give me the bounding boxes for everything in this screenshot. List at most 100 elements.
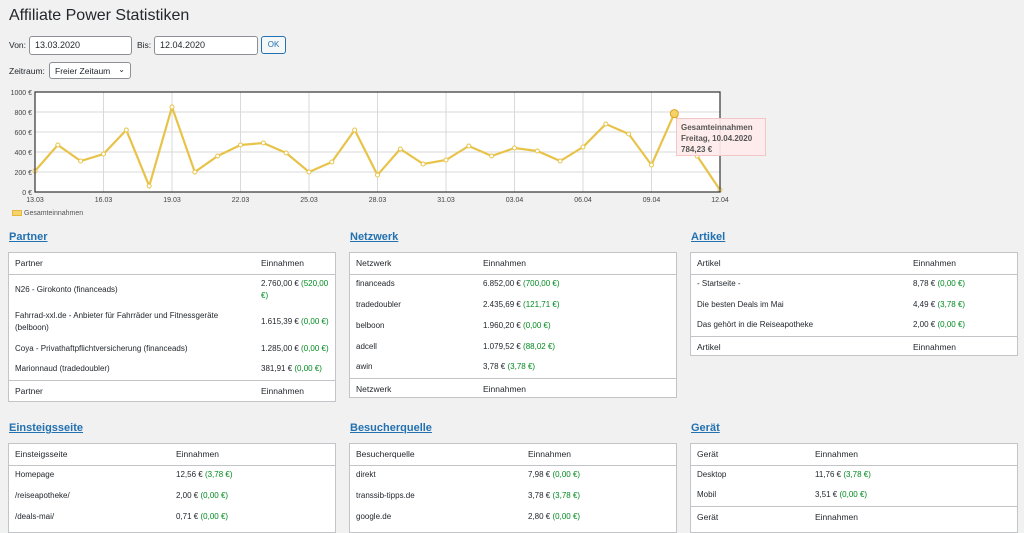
data-point xyxy=(56,143,60,147)
row-name: N26 - Girokonto (financeads) xyxy=(9,274,255,305)
data-point xyxy=(376,173,380,177)
data-point xyxy=(284,151,288,155)
partner-col-name: Partner xyxy=(9,253,255,274)
table-row: Fahrrad-xxl.de - Anbieter für Fahrräder … xyxy=(9,305,335,338)
from-label: Von: xyxy=(9,40,26,50)
row-amount: 1.615,39 € (0,00 €) xyxy=(255,305,335,338)
row-name: Homepage xyxy=(9,465,170,485)
row-name: financeads xyxy=(350,274,477,294)
partner-foot-name: Partner xyxy=(9,380,255,401)
revenue-chart: 0 € 200 € 400 € 600 € 800 € 1000 € 13.03 16.03 1… xyxy=(0,86,730,222)
table-row: belboon 1.960,20 € (0,00 €) xyxy=(350,315,676,336)
besucher-col-amount: Einnahmen xyxy=(522,444,676,465)
row-amount: 3,78 € (3,78 €) xyxy=(477,357,676,378)
table-row: Coya - Privathaftpflichtversicherung (fi… xyxy=(9,338,335,359)
section-title-artikel[interactable]: Artikel xyxy=(691,231,725,243)
section-title-partner[interactable]: Partner xyxy=(9,231,48,243)
x-tick-label: 16.03 xyxy=(95,197,113,204)
row-name: tradedoubler xyxy=(350,294,477,315)
tooltip-title: Gesamteinnahmen xyxy=(681,122,761,133)
row-name: transsib-tipps.de xyxy=(350,485,522,506)
data-point xyxy=(170,105,174,109)
x-tick-label: 22.03 xyxy=(232,197,250,204)
from-date-input[interactable]: 13.03.2020 xyxy=(29,36,132,55)
netzwerk-col-name: Netzwerk xyxy=(350,253,477,274)
einstieg-col-name: Einsteigsseite xyxy=(9,444,170,465)
row-name: google.de xyxy=(350,506,522,527)
row-amount: 7,98 € (0,00 €) xyxy=(522,465,676,485)
x-tick-label: 03.04 xyxy=(506,197,524,204)
x-tick-label: 28.03 xyxy=(369,197,387,204)
artikel-foot-amount: Einnahmen xyxy=(907,336,1017,357)
row-name: Coya - Privathaftpflichtversicherung (fi… xyxy=(9,338,255,359)
row-name: /reiseapotheke/ xyxy=(9,485,170,506)
x-tick-label: 13.03 xyxy=(26,197,44,204)
tooltip-value: 784,23 € xyxy=(681,144,761,155)
period-select[interactable]: Freier Zeitaum ⌄ xyxy=(49,62,131,79)
partner-table: Partner Einnahmen N26 - Girokonto (finan… xyxy=(9,253,335,401)
row-name: /deals-mai/ xyxy=(9,506,170,527)
row-amount: 2.760,00 € (520,00 €) xyxy=(255,274,335,305)
row-name: Marionnaud (tradedoubler) xyxy=(9,359,255,380)
y-tick-label: 400 € xyxy=(14,150,32,157)
netzwerk-table-box: Netzwerk Einnahmen financeads 6.852,00 €… xyxy=(349,252,677,398)
section-title-einstieg[interactable]: Einsteigsseite xyxy=(9,422,83,434)
geraet-foot-amount: Einnahmen xyxy=(809,506,1017,527)
y-tick-label: 600 € xyxy=(14,130,32,137)
table-row: financeads 6.852,00 € (700,00 €) xyxy=(350,274,676,294)
highlight-point xyxy=(670,110,678,118)
einstieg-table-box: Einsteigsseite Einnahmen Homepage 12,56 … xyxy=(8,443,336,533)
row-amount: 4,49 € (3,78 €) xyxy=(907,294,1017,315)
x-tick-label: 06.04 xyxy=(574,197,592,204)
data-point xyxy=(650,163,654,167)
geraet-table-box: Gerät Einnahmen Desktop 11,76 € (3,78 €)… xyxy=(690,443,1018,533)
chevron-down-icon: ⌄ xyxy=(118,65,125,74)
to-label: Bis: xyxy=(137,40,151,50)
ok-button[interactable]: OK xyxy=(261,36,286,54)
data-point xyxy=(239,143,243,147)
table-row: google.de 2,80 € (0,00 €) xyxy=(350,506,676,527)
data-point xyxy=(467,144,471,148)
geraet-col-name: Gerät xyxy=(691,444,809,465)
besucher-table-box: Besucherquelle Einnahmen direkt 7,98 € (… xyxy=(349,443,677,533)
table-row: Marionnaud (tradedoubler) 381,91 € (0,00… xyxy=(9,359,335,380)
geraet-foot-name: Gerät xyxy=(691,506,809,527)
artikel-foot-name: Artikel xyxy=(691,336,907,357)
chart-svg: 0 € 200 € 400 € 600 € 800 € 1000 € 13.03 16.03 1… xyxy=(0,86,730,222)
data-point xyxy=(102,152,106,156)
table-row: N26 - Girokonto (financeads) 2.760,00 € … xyxy=(9,274,335,305)
y-tick-label: 0 € xyxy=(22,190,32,197)
x-tick-label: 31.03 xyxy=(437,197,455,204)
period-label: Zeitraum: xyxy=(9,66,45,76)
x-tick-label: 25.03 xyxy=(300,197,318,204)
netzwerk-table: Netzwerk Einnahmen financeads 6.852,00 €… xyxy=(350,253,676,399)
table-row: adcell 1.079,52 € (88,02 €) xyxy=(350,336,676,357)
y-tick-label: 200 € xyxy=(14,170,32,177)
data-point xyxy=(444,158,448,162)
artikel-col-amount: Einnahmen xyxy=(907,253,1017,274)
row-name: - Startseite - xyxy=(691,274,907,294)
geraet-table: Gerät Einnahmen Desktop 11,76 € (3,78 €)… xyxy=(691,444,1017,527)
table-row: direkt 7,98 € (0,00 €) xyxy=(350,465,676,485)
section-title-besucher[interactable]: Besucherquelle xyxy=(350,422,432,434)
y-tick-label: 800 € xyxy=(14,110,32,117)
page-title: Affiliate Power Statistiken xyxy=(9,7,189,25)
to-date-input[interactable]: 12.04.2020 xyxy=(154,36,258,55)
table-row: Desktop 11,76 € (3,78 €) xyxy=(691,465,1017,485)
data-point xyxy=(421,162,425,166)
partner-foot-amount: Einnahmen xyxy=(255,380,335,401)
row-amount: 8,78 € (0,00 €) xyxy=(907,274,1017,294)
data-point xyxy=(558,159,562,163)
table-row: Das gehört in die Reiseapotheke 2,00 € (… xyxy=(691,315,1017,336)
data-point xyxy=(124,128,128,132)
row-amount: 381,91 € (0,00 €) xyxy=(255,359,335,380)
netzwerk-foot-name: Netzwerk xyxy=(350,378,477,399)
section-title-netzwerk[interactable]: Netzwerk xyxy=(350,231,398,243)
data-point xyxy=(535,149,539,153)
chart-tooltip: Gesamteinnahmen Freitag, 10.04.2020 784,… xyxy=(676,118,766,156)
x-tick-label: 09.04 xyxy=(643,197,661,204)
data-point xyxy=(581,145,585,149)
tooltip-date: Freitag, 10.04.2020 xyxy=(681,133,761,144)
section-title-geraet[interactable]: Gerät xyxy=(691,422,720,434)
data-point xyxy=(193,170,197,174)
